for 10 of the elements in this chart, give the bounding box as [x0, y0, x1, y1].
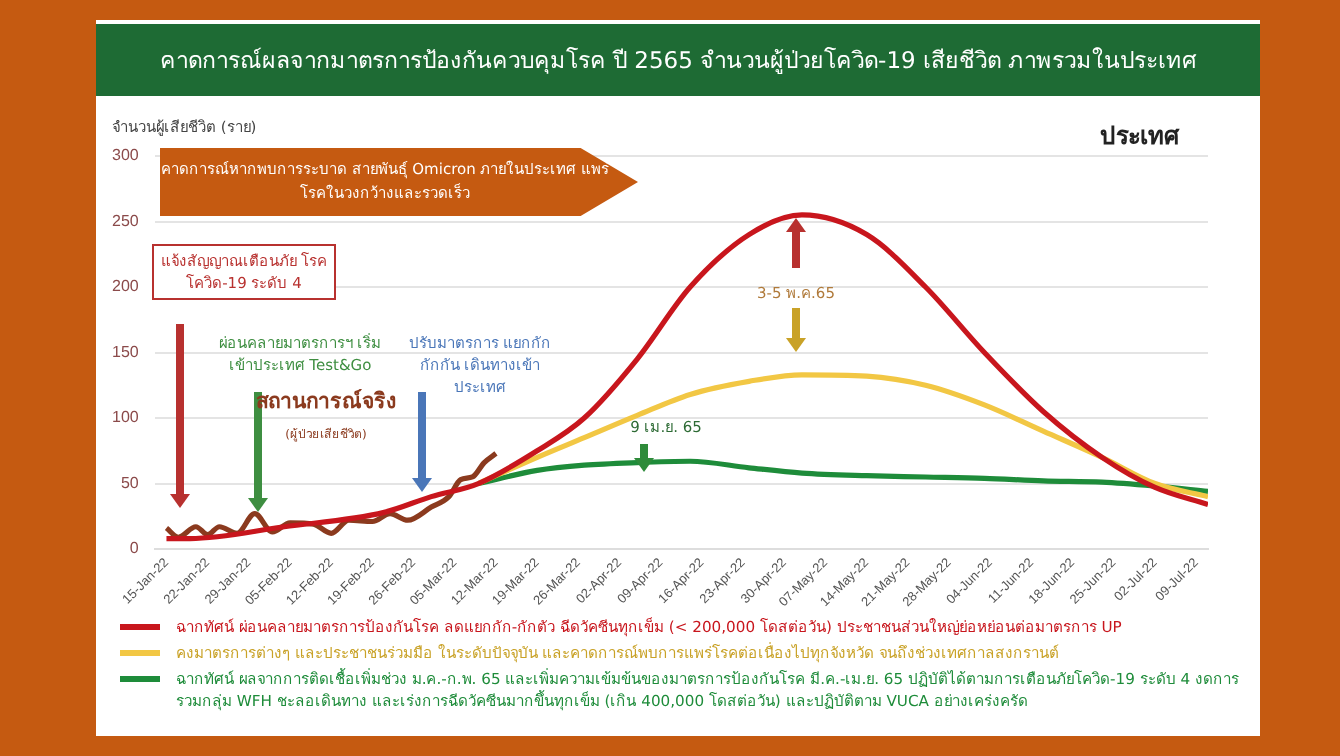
y-tick-label: 250 [111, 211, 140, 230]
y-tick-label: 100 [111, 408, 140, 427]
y-tick-label: 50 [120, 473, 140, 492]
chart-title: คาดการณ์ผลจากมาตรการป้องกันควบคุมโรค ปี 2565 จำนวนผู้ป่วยโควิด-19 เสียชีวิต ภาพรวมในประเทศ [96, 24, 1260, 96]
y-tick-label: 300 [111, 146, 140, 165]
y-tick-label: 200 [111, 277, 140, 296]
line-series [475, 458, 1208, 494]
text: ประเทศ [1100, 120, 1180, 154]
y-tick-label: 150 [111, 342, 140, 361]
y-tick-label: 0 [129, 539, 140, 558]
